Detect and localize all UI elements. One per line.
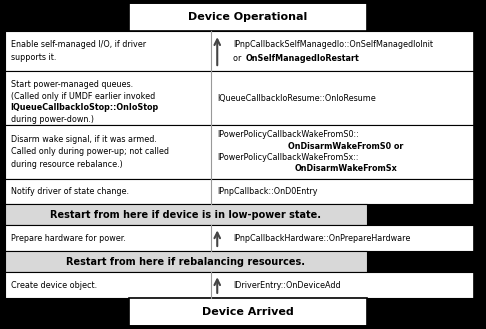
Text: IQueueCallbackIoStop::OnIoStop: IQueueCallbackIoStop::OnIoStop	[11, 103, 159, 113]
Bar	[5, 298, 474, 326]
Text: Disarm wake signal, if it was armed.
Called only during power-up; not called
dur: Disarm wake signal, if it was armed. Cal…	[11, 135, 169, 169]
Text: IQueueCallbackIoResume::OnIoResume: IQueueCallbackIoResume::OnIoResume	[217, 93, 376, 103]
Text: or: or	[233, 54, 244, 63]
Text: IPowerPolicyCallbackWakeFromSx::: IPowerPolicyCallbackWakeFromSx::	[217, 153, 359, 162]
Text: OnSelfManagedIoRestart: OnSelfManagedIoRestart	[245, 54, 359, 63]
Text: Device Arrived: Device Arrived	[202, 307, 294, 317]
Text: during power-down.): during power-down.)	[11, 115, 94, 124]
Text: Start power-managed queues.: Start power-managed queues.	[11, 80, 133, 89]
Text: OnDisarmWakeFromSx: OnDisarmWakeFromSx	[294, 164, 397, 173]
Text: Notify driver of state change.: Notify driver of state change.	[11, 187, 129, 196]
Text: IDriverEntry::OnDeviceAdd: IDriverEntry::OnDeviceAdd	[233, 281, 341, 290]
Text: (Called only if UMDF earlier invoked: (Called only if UMDF earlier invoked	[11, 91, 155, 101]
Bar	[129, 298, 367, 326]
Text: IPowerPolicyCallbackWakeFromS0::: IPowerPolicyCallbackWakeFromS0::	[217, 131, 359, 139]
Text: Restart from here if device is in low-power state.: Restart from here if device is in low-po…	[51, 210, 321, 220]
Bar	[5, 71, 474, 125]
Text: Device Operational: Device Operational	[188, 12, 308, 22]
Text: Prepare hardware for power.: Prepare hardware for power.	[11, 234, 125, 243]
Bar	[5, 225, 474, 251]
Text: Enable self-managed I/O, if driver
supports it.: Enable self-managed I/O, if driver suppo…	[11, 40, 146, 62]
Text: IPnpCallback::OnD0Entry: IPnpCallback::OnD0Entry	[217, 187, 318, 196]
Bar	[5, 179, 474, 204]
Text: Create device object.: Create device object.	[11, 281, 97, 290]
Bar	[5, 272, 474, 298]
Bar	[5, 204, 367, 225]
Text: Restart from here if rebalancing resources.: Restart from here if rebalancing resourc…	[67, 257, 305, 267]
Bar	[5, 251, 367, 272]
Bar	[5, 31, 474, 71]
Text: IPnpCallbackSelfManagedIo::OnSelfManagedIoInit: IPnpCallbackSelfManagedIo::OnSelfManaged…	[233, 39, 434, 49]
Bar	[5, 125, 474, 179]
Bar	[367, 204, 474, 225]
Text: IPnpCallbackHardware::OnPrepareHardware: IPnpCallbackHardware::OnPrepareHardware	[233, 234, 411, 243]
Bar	[5, 3, 474, 31]
Bar	[129, 3, 367, 31]
Text: OnDisarmWakeFromS0 or: OnDisarmWakeFromS0 or	[288, 142, 403, 151]
Bar	[367, 251, 474, 272]
